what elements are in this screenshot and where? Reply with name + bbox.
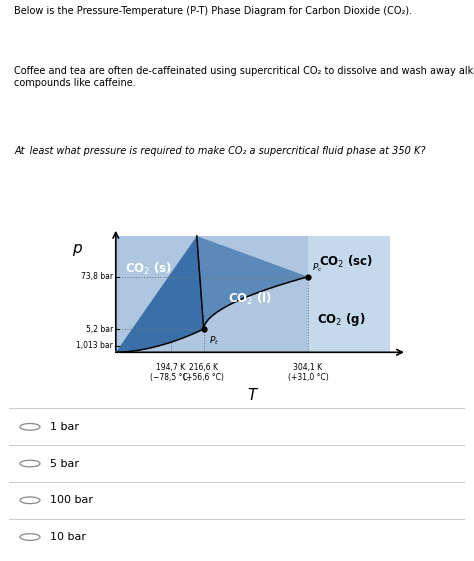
Text: $T$: $T$	[247, 387, 259, 403]
Text: 10 bar: 10 bar	[50, 532, 86, 542]
Text: 194,7 K
(−78,5 °C): 194,7 K (−78,5 °C)	[150, 363, 191, 382]
Text: 304,1 K
(+31,0 °C): 304,1 K (+31,0 °C)	[288, 363, 328, 382]
Text: Below is the Pressure-Temperature (P-T) Phase Diagram for Carbon Dioxide (CO₂).: Below is the Pressure-Temperature (P-T) …	[14, 6, 412, 16]
Text: At  least what pressure is required to make CO₂ a supercritical fluid phase at 3: At least what pressure is required to ma…	[14, 146, 426, 156]
Bar	[116, 236, 391, 352]
Text: Coffee and tea are often de-caffeinated using supercritical CO₂ to dissolve and : Coffee and tea are often de-caffeinated …	[14, 66, 474, 88]
Text: 216,6 K
(−56,6 °C): 216,6 K (−56,6 °C)	[183, 363, 224, 382]
Text: CO$_2$ (s): CO$_2$ (s)	[125, 260, 173, 277]
Text: 100 bar: 100 bar	[50, 495, 93, 505]
Polygon shape	[308, 236, 391, 352]
Text: CO$_2$ (g): CO$_2$ (g)	[317, 311, 365, 328]
Polygon shape	[197, 236, 308, 329]
Text: 5 bar: 5 bar	[50, 458, 80, 468]
Text: $P_c$: $P_c$	[312, 262, 323, 274]
Polygon shape	[116, 236, 204, 352]
Text: $P_t$: $P_t$	[209, 335, 219, 347]
Text: CO$_2$ (sc): CO$_2$ (sc)	[319, 254, 374, 270]
Text: 1,013 bar: 1,013 bar	[76, 342, 113, 351]
Text: 1 bar: 1 bar	[50, 422, 80, 432]
Text: $p$: $p$	[72, 242, 83, 258]
Text: 73,8 bar: 73,8 bar	[81, 272, 113, 281]
Text: CO$_2$ (l): CO$_2$ (l)	[228, 291, 273, 307]
Text: 5,2 bar: 5,2 bar	[86, 324, 113, 334]
